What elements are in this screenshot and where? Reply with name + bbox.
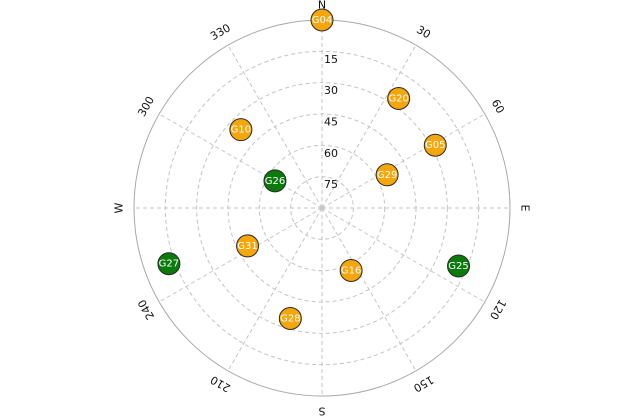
azimuth-spoke-300 [158, 113, 323, 209]
satellite-marker[interactable] [387, 86, 411, 110]
satellite-label: G20 [388, 93, 408, 104]
elevation-ring-60 [258, 144, 386, 272]
azimuth-spoke-150 [321, 207, 417, 372]
elevation-label-15: 15 [324, 53, 338, 66]
satellite-g27[interactable]: G27 [157, 252, 181, 276]
polar-grid [133, 19, 511, 397]
azimuth-spoke-30 [321, 44, 417, 209]
satellite-g05[interactable]: G05 [423, 133, 447, 157]
satellite-marker[interactable] [278, 306, 302, 330]
satellite-marker[interactable] [447, 254, 471, 278]
satellite-label: G29 [377, 170, 397, 181]
satellite-label: G04 [312, 15, 332, 26]
azimuth-label-90: E [519, 205, 532, 212]
elevation-label-75: 75 [324, 178, 338, 191]
azimuth-label-210: 210 [208, 373, 233, 395]
azimuth-label-240: 240 [135, 297, 157, 322]
satellite-marker[interactable] [229, 118, 253, 142]
satellite-g04[interactable]: G04 [310, 8, 334, 32]
azimuth-label-330: 330 [208, 21, 233, 43]
satellite-g29[interactable]: G29 [375, 163, 399, 187]
satellite-marker[interactable] [339, 258, 363, 282]
satellite-g26[interactable]: G26 [263, 169, 287, 193]
satellite-g31[interactable]: G31 [236, 234, 260, 258]
satellite-label: G10 [231, 125, 251, 136]
satellite-label: G31 [237, 241, 257, 252]
azimuth-label-120: 120 [487, 297, 509, 322]
azimuth-spoke-60 [321, 113, 486, 209]
azimuth-spoke-210 [227, 207, 323, 372]
elevation-label-60: 60 [324, 147, 338, 160]
satellite-label: G05 [425, 140, 445, 151]
azimuth-spoke-330 [227, 44, 323, 209]
satellite-label: G27 [159, 259, 179, 270]
satellite-marker[interactable] [263, 169, 287, 193]
satellite-g28[interactable]: G28 [278, 306, 302, 330]
azimuth-label-60: 60 [489, 97, 507, 116]
azimuth-spoke-120 [321, 207, 486, 303]
azimuth-label-300: 300 [135, 94, 157, 119]
satellites: G04 G20 G05 G29 G25 G16 G28 G31 G27 G26 G10 [157, 8, 471, 330]
satellite-marker[interactable] [310, 8, 334, 32]
satellite-g16[interactable]: G16 [339, 258, 363, 282]
satellite-marker[interactable] [423, 133, 447, 157]
elevation-label-45: 45 [324, 116, 338, 129]
elevation-label-30: 30 [324, 84, 338, 97]
satellite-label: G16 [341, 265, 361, 276]
satellite-label: G26 [265, 176, 285, 187]
azimuth-label-270: W [113, 202, 126, 213]
satellite-label: G25 [448, 261, 468, 272]
satellite-marker[interactable] [236, 234, 260, 258]
azimuth-label-30: 30 [414, 23, 433, 41]
satellite-g25[interactable]: G25 [447, 254, 471, 278]
satellite-marker[interactable] [375, 163, 399, 187]
elevation-ring-30 [196, 82, 448, 334]
azimuth-label-150: 150 [411, 373, 436, 395]
azimuth-label-0: N [318, 0, 326, 12]
satellite-g20[interactable]: G20 [387, 86, 411, 110]
satellite-label: G28 [280, 313, 300, 324]
azimuth-label-180: S [318, 405, 325, 418]
elevation-labels: 75 60 45 30 15 [324, 53, 338, 191]
satellite-g10[interactable]: G10 [229, 118, 253, 142]
satellite-marker[interactable] [157, 252, 181, 276]
